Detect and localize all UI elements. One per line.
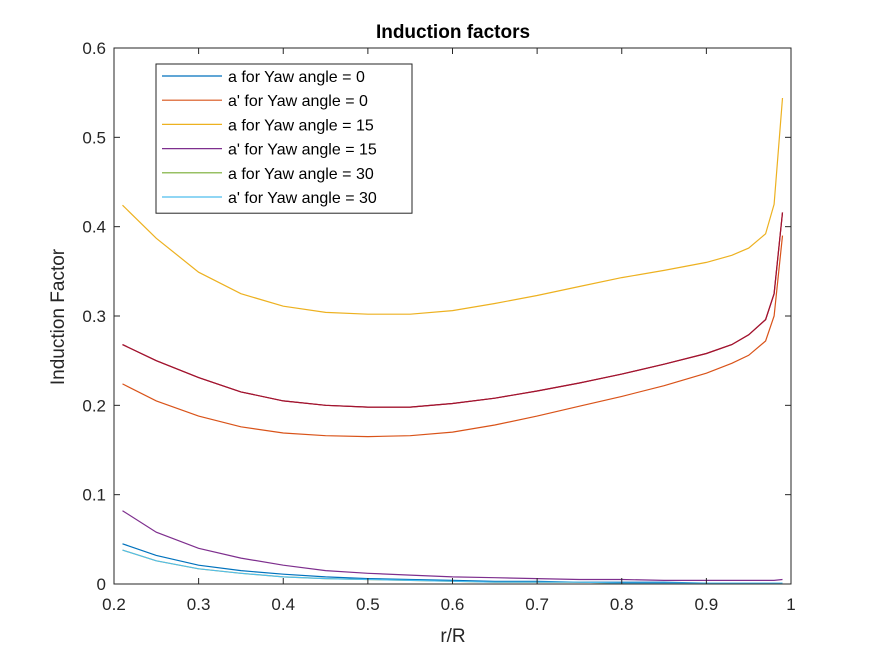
x-tick-label: 0.8: [610, 595, 634, 614]
x-axis-title: r/R: [440, 626, 465, 647]
x-tick-label: 0.2: [102, 595, 126, 614]
x-tick-label: 1: [786, 595, 795, 614]
chart-title: Induction factors: [376, 22, 530, 43]
x-tick-label: 0.6: [441, 595, 465, 614]
x-tick-label: 0.5: [356, 595, 380, 614]
y-axis-title: Induction Factor: [48, 248, 69, 385]
legend-label: a' for Yaw angle = 30: [228, 190, 377, 207]
legend: a for Yaw angle = 0 a' for Yaw angle = 0 a…: [155, 63, 413, 214]
series-line-3: [122, 510, 783, 581]
plot-lines: [122, 97, 784, 584]
legend-label: a' for Yaw angle = 15: [228, 142, 377, 159]
x-tick-label: 0.9: [695, 595, 719, 614]
legend-label: a for Yaw angle = 0: [228, 69, 365, 86]
series-line-5: [122, 549, 783, 584]
x-axis: 0.2 0.3 0.4 0.5 0.6 0.7 0.8 0.9 1: [102, 48, 796, 614]
y-tick-label: 0.3: [82, 307, 106, 326]
y-tick-label: 0.5: [82, 128, 106, 147]
y-tick-label: 0.6: [82, 39, 106, 58]
x-tick-label: 0.3: [187, 595, 211, 614]
y-tick-label: 0.4: [82, 218, 106, 237]
legend-box: [155, 63, 413, 214]
series-line-2: [122, 97, 784, 315]
y-tick-label: 0.1: [82, 486, 106, 505]
x-tick-label: 0.7: [525, 595, 549, 614]
series-line-a30: [122, 212, 784, 408]
legend-label: a for Yaw angle = 30: [228, 166, 374, 183]
legend-label: a' for Yaw angle = 0: [228, 93, 368, 110]
legend-label: a for Yaw angle = 15: [228, 117, 374, 134]
x-tick-label: 0.4: [271, 595, 295, 614]
y-axis: 0 0.1 0.2 0.3 0.4 0.5 0.6: [82, 39, 791, 594]
series-line-1: [122, 235, 784, 438]
y-tick-label: 0: [97, 575, 106, 594]
y-tick-label: 0.2: [82, 396, 106, 415]
series-line-overlay: [122, 212, 784, 408]
